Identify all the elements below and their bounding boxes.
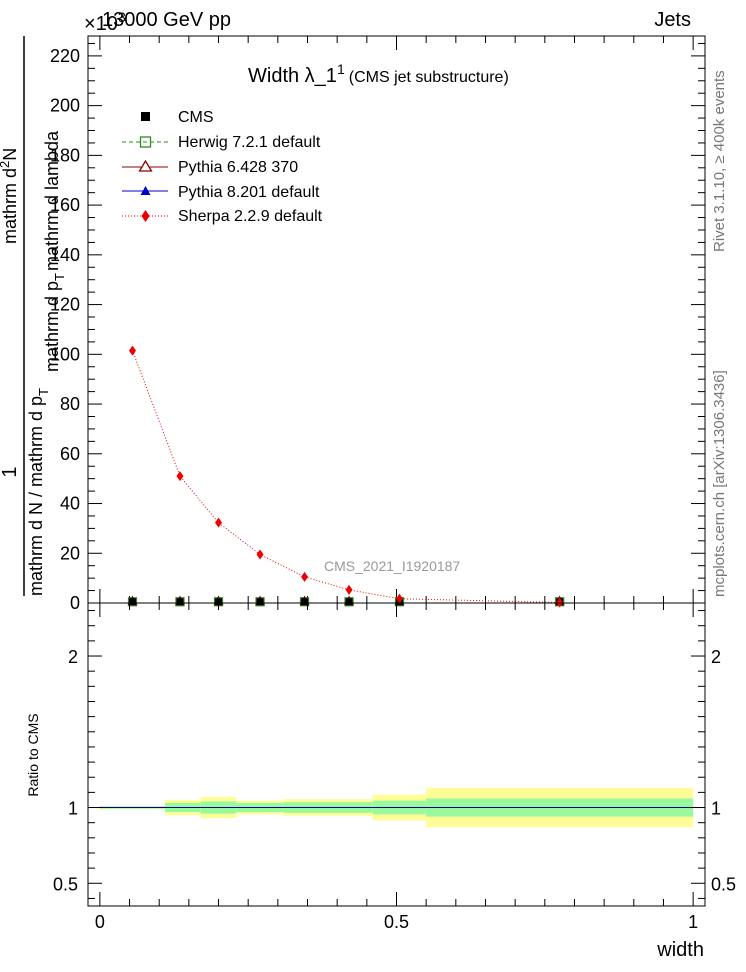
watermark: CMS_2021_I1920187 (324, 558, 460, 574)
main-y-tick-label: 80 (60, 394, 80, 414)
header-exponent: ×103 (84, 9, 126, 35)
sherpa-point (345, 584, 353, 595)
main-y-tick-label: 180 (50, 145, 80, 165)
cms-point (176, 598, 184, 606)
legend: CMS Herwig 7.2.1 default Pythia 6.428 37… (122, 109, 323, 225)
sherpa-point (215, 517, 223, 528)
legend-marker-pythia8 (140, 186, 151, 195)
ylabel-denominator: mathrm d N / mathrm d pT (26, 388, 51, 596)
legend-label-sherpa: Sherpa 2.2.9 default (178, 208, 323, 225)
sherpa-point (176, 471, 184, 482)
main-ylabel: 1 mathrm d N / mathrm d pT mathrm d2N ma… (0, 36, 67, 596)
legend-marker-herwig (139, 136, 152, 148)
x-tick-label: 1 (688, 912, 698, 932)
ratio-y-tick-label: 0.5 (53, 874, 78, 894)
ratio-bands (99, 787, 694, 828)
legend-label-herwig: Herwig 7.2.1 default (178, 134, 321, 151)
header-process-label: Jets (654, 9, 691, 31)
cms-point (256, 598, 264, 606)
sherpa-point (395, 593, 403, 604)
main-y-tick-label: 20 (60, 543, 80, 563)
ratio-y-tick-label: 1 (68, 799, 78, 819)
main-y-tick-label: 100 (50, 344, 80, 364)
main-y-tick-label: 140 (50, 245, 80, 265)
main-y-tick-label: 160 (50, 195, 80, 215)
legend-marker-sherpa (141, 210, 150, 222)
main-y-tick-label: 0 (70, 593, 80, 613)
sherpa-point (128, 345, 136, 356)
sherpa-point (256, 549, 264, 560)
x-tick-label: 0 (95, 912, 105, 932)
cms-point (128, 598, 136, 606)
main-y-tick-label: 220 (50, 46, 80, 66)
main-y-tick-label: 60 (60, 444, 80, 464)
ratio-y-tick-label: 2 (68, 647, 78, 667)
x-axis-label: width (656, 939, 704, 961)
sherpa-point (301, 571, 309, 582)
main-y-tick-label: 120 (50, 295, 80, 315)
plot-title: Width λ_11 (CMS jet substructure) (248, 61, 509, 87)
ylabel-top-numerator: mathrm d2N (0, 148, 20, 244)
main-y-tick-label: 200 (50, 96, 80, 116)
ratio-y-tick-label-right: 2 (711, 647, 721, 667)
ratio-axes: 0 0.5 1 0.5 0.5 1 1 2 2 (53, 603, 736, 932)
legend-label-pythia8: Pythia 8.201 default (178, 184, 320, 201)
legend-marker-pythia6 (138, 159, 153, 172)
ylabel-differential: mathrm d pTmathrm d lambda (42, 130, 67, 372)
ylabel-numerator: 1 (0, 466, 21, 477)
main-axes: 0 20 40 60 80 100 120 140 160 180 200 220 (50, 36, 705, 613)
cms-point (345, 598, 353, 606)
header-beam-label: 13000 GeV pp (102, 9, 231, 31)
ratio-y-tick-label-right: 1 (711, 799, 721, 819)
cms-point (215, 598, 223, 606)
ratio-y-tick-label-right: 0.5 (711, 874, 736, 894)
legend-label-cms: CMS (178, 109, 214, 126)
side-rivet-label: Rivet 3.1.10, ≥ 400k events (711, 70, 728, 252)
legend-marker-cms (141, 112, 150, 121)
x-tick-label: 0.5 (384, 912, 409, 932)
ratio-ylabel: Ratio to CMS (25, 713, 41, 796)
side-mcplots-label: mcplots.cern.ch [arXiv:1306.3436] (711, 370, 728, 597)
cms-point (301, 598, 309, 606)
sherpa-series-line (132, 350, 560, 604)
ratio-plot-frame (87, 602, 706, 907)
legend-label-pythia6: Pythia 6.428 370 (178, 159, 298, 176)
main-y-tick-label: 40 (60, 494, 80, 514)
